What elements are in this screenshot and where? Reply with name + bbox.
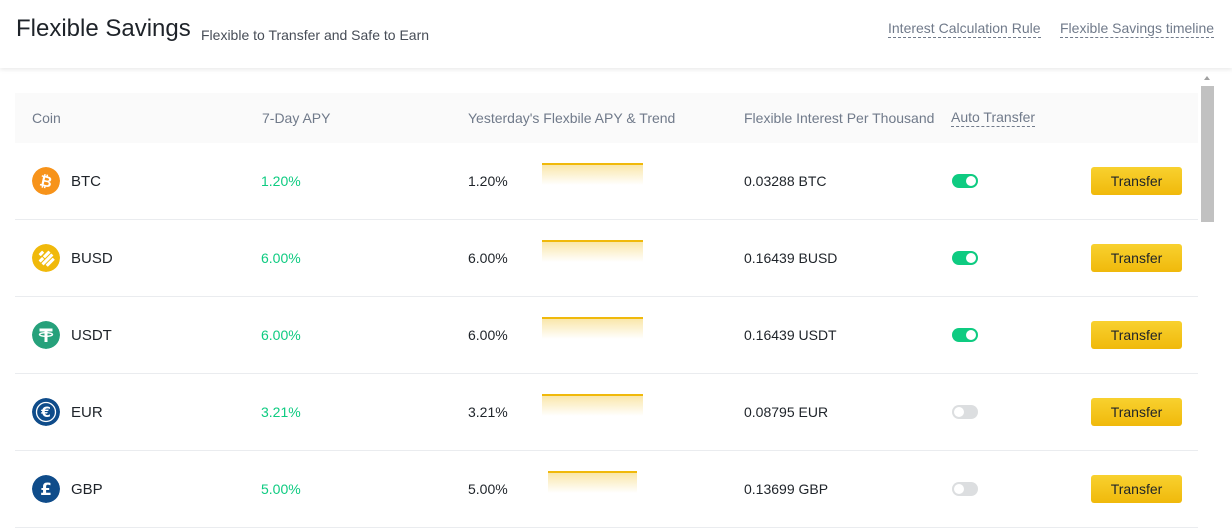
toggle-knob	[966, 176, 976, 186]
yesterday-apy: 3.21%	[468, 404, 508, 420]
transfer-button[interactable]: Transfer	[1091, 244, 1182, 272]
auto-transfer-toggle[interactable]	[952, 482, 978, 496]
transfer-button[interactable]: Transfer	[1091, 321, 1182, 349]
seven-day-apy: 5.00%	[261, 481, 301, 497]
interest-per-thousand: 0.16439 USDT	[744, 327, 837, 343]
table-row: ₿ BTC 1.20% 1.20% 0.03288 BTC Transfer	[15, 143, 1198, 220]
interest-per-thousand: 0.08795 EUR	[744, 404, 829, 420]
transfer-button[interactable]: Transfer	[1091, 475, 1182, 503]
column-header-auto-transfer[interactable]: Auto Transfer	[951, 109, 1036, 127]
seven-day-apy: 6.00%	[261, 250, 301, 266]
coin-name: GBP	[71, 481, 103, 498]
main-content: Coin 7-Day APY Yesterday's Flexbile APY …	[0, 68, 1232, 528]
vertical-scrollbar[interactable]	[1200, 72, 1214, 527]
interest-calculation-rule-link[interactable]: Interest Calculation Rule	[888, 20, 1041, 38]
apy-trend-sparkline	[542, 317, 643, 339]
yesterday-apy: 6.00%	[468, 250, 508, 266]
page-title: Flexible Savings	[16, 15, 191, 42]
euro-icon: €	[32, 398, 60, 426]
yesterday-apy: 5.00%	[468, 481, 508, 497]
savings-table: Coin 7-Day APY Yesterday's Flexbile APY …	[15, 93, 1198, 528]
coin-name: EUR	[71, 404, 103, 421]
scrollbar-thumb[interactable]	[1201, 86, 1214, 222]
apy-trend-sparkline	[548, 471, 637, 493]
coin-name: BTC	[71, 173, 101, 190]
interest-per-thousand: 0.16439 BUSD	[744, 250, 838, 266]
column-header-7day-apy: 7-Day APY	[262, 110, 331, 126]
busd-icon	[32, 244, 60, 272]
svg-text:₿: ₿	[38, 171, 54, 191]
transfer-button[interactable]: Transfer	[1091, 167, 1182, 195]
bitcoin-icon: ₿	[32, 167, 60, 195]
table-row: USDT 6.00% 6.00% 0.16439 USDT Transfer	[15, 297, 1198, 374]
scroll-up-arrow-icon[interactable]	[1204, 76, 1210, 80]
column-header-interest-per-thousand: Flexible Interest Per Thousand	[744, 110, 935, 126]
table-row: BUSD 6.00% 6.00% 0.16439 BUSD Transfer	[15, 220, 1198, 297]
page-header: Flexible Savings Flexible to Transfer an…	[0, 0, 1232, 68]
flexible-savings-timeline-link[interactable]: Flexible Savings timeline	[1060, 20, 1215, 38]
page-subtitle: Flexible to Transfer and Safe to Earn	[201, 27, 430, 43]
toggle-knob	[966, 330, 976, 340]
auto-transfer-toggle[interactable]	[952, 251, 978, 265]
coin-name: BUSD	[71, 250, 113, 267]
column-header-coin: Coin	[32, 110, 61, 126]
apy-trend-sparkline	[542, 163, 643, 185]
coin-name: USDT	[71, 327, 112, 344]
toggle-knob	[954, 407, 964, 417]
toggle-knob	[966, 253, 976, 263]
seven-day-apy: 1.20%	[261, 173, 301, 189]
seven-day-apy: 3.21%	[261, 404, 301, 420]
seven-day-apy: 6.00%	[261, 327, 301, 343]
interest-per-thousand: 0.03288 BTC	[744, 173, 827, 189]
table-row: € EUR 3.21% 3.21% 0.08795 EUR Transfer	[15, 374, 1198, 451]
svg-text:€: €	[40, 405, 51, 421]
transfer-button[interactable]: Transfer	[1091, 398, 1182, 426]
apy-trend-sparkline	[542, 394, 643, 416]
table-header: Coin 7-Day APY Yesterday's Flexbile APY …	[15, 93, 1198, 143]
tether-icon	[32, 321, 60, 349]
apy-trend-sparkline	[542, 240, 643, 262]
yesterday-apy: 6.00%	[468, 327, 508, 343]
toggle-knob	[954, 484, 964, 494]
column-header-yesterday-apy-trend: Yesterday's Flexbile APY & Trend	[468, 110, 676, 126]
auto-transfer-toggle[interactable]	[952, 174, 978, 188]
auto-transfer-toggle[interactable]	[952, 328, 978, 342]
auto-transfer-toggle[interactable]	[952, 405, 978, 419]
svg-text:£: £	[40, 480, 52, 500]
pound-icon: £	[32, 475, 60, 503]
table-row: £ GBP 5.00% 5.00% 0.13699 GBP Transfer	[15, 451, 1198, 528]
yesterday-apy: 1.20%	[468, 173, 508, 189]
interest-per-thousand: 0.13699 GBP	[744, 481, 829, 497]
